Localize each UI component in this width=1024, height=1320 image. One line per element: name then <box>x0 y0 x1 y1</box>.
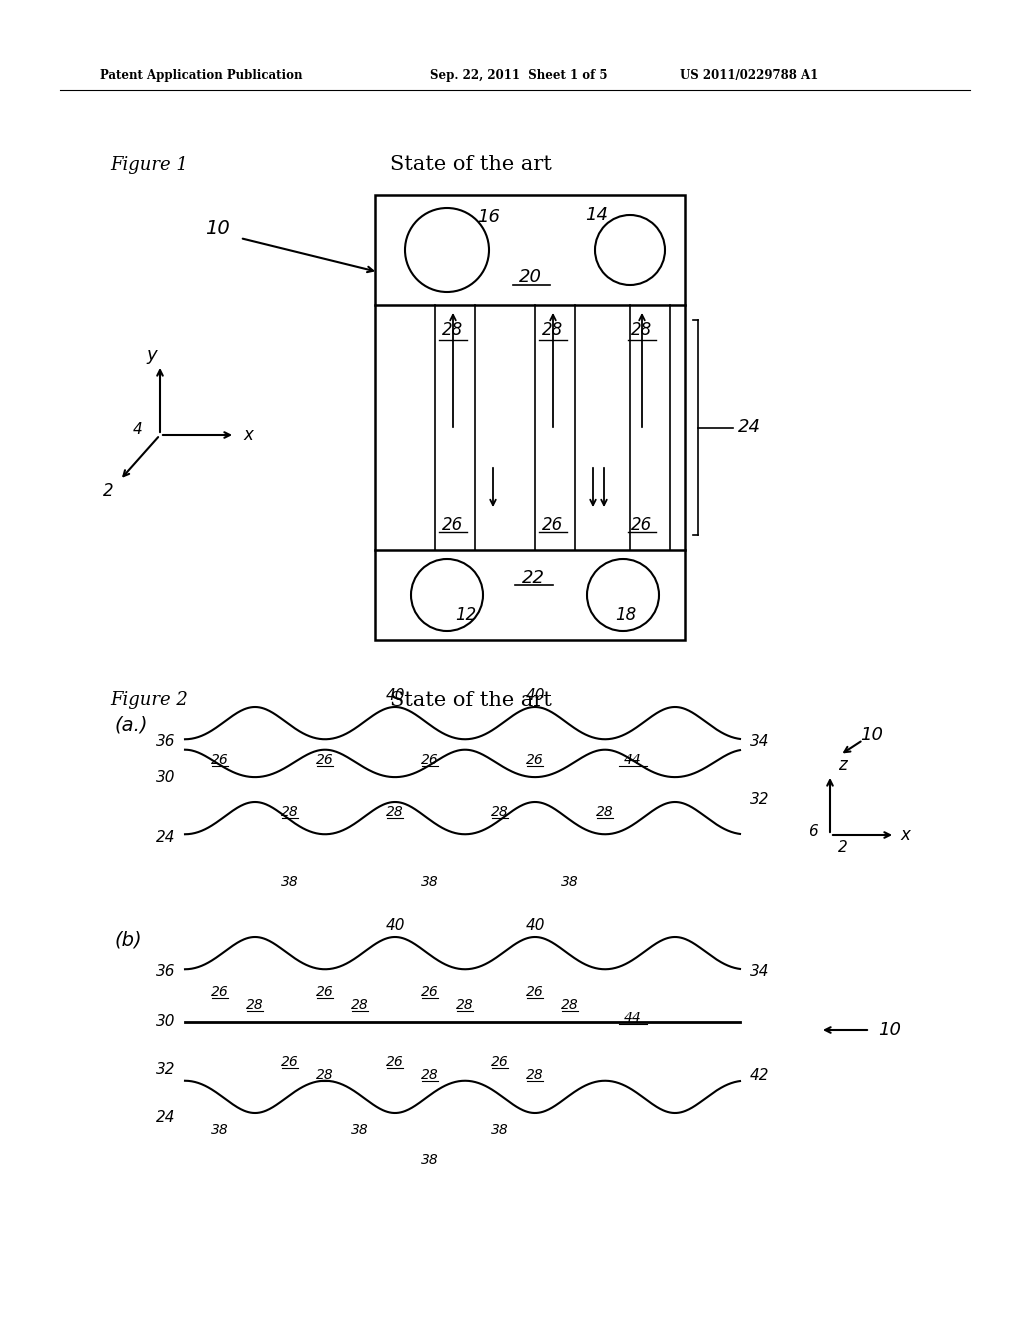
Text: 26: 26 <box>492 1055 509 1069</box>
Text: 28: 28 <box>632 321 652 339</box>
Text: 28: 28 <box>246 998 264 1012</box>
Text: 26: 26 <box>211 985 229 999</box>
Text: 28: 28 <box>492 805 509 818</box>
Text: 20: 20 <box>518 268 542 286</box>
Text: 38: 38 <box>282 875 299 888</box>
Text: 2: 2 <box>838 841 848 855</box>
Text: 38: 38 <box>351 1123 369 1137</box>
Text: 40: 40 <box>525 688 545 702</box>
Text: US 2011/0229788 A1: US 2011/0229788 A1 <box>680 69 818 82</box>
Text: 26: 26 <box>211 752 229 767</box>
Text: 32: 32 <box>750 792 769 808</box>
Text: 26: 26 <box>386 1055 403 1069</box>
Text: 28: 28 <box>543 321 563 339</box>
Text: 26: 26 <box>526 752 544 767</box>
Text: 30: 30 <box>156 1015 175 1030</box>
Text: 28: 28 <box>442 321 464 339</box>
Text: 44: 44 <box>624 752 642 767</box>
Text: 26: 26 <box>421 752 439 767</box>
Text: 24: 24 <box>156 1110 175 1126</box>
Text: 10: 10 <box>878 1020 901 1039</box>
Text: 28: 28 <box>596 805 613 818</box>
Text: 26: 26 <box>316 752 334 767</box>
Text: (b): (b) <box>115 931 142 949</box>
Text: 16: 16 <box>477 209 500 226</box>
Text: Figure 2: Figure 2 <box>110 690 187 709</box>
Text: 42: 42 <box>750 1068 769 1082</box>
Text: 28: 28 <box>561 998 579 1012</box>
Text: 44: 44 <box>624 1011 642 1026</box>
Text: 10: 10 <box>860 726 883 744</box>
Text: 38: 38 <box>211 1123 229 1137</box>
Bar <box>375 195 685 640</box>
Text: 28: 28 <box>351 998 369 1012</box>
Text: 32: 32 <box>156 1063 175 1077</box>
Text: 4: 4 <box>132 422 142 437</box>
Text: State of the art: State of the art <box>390 156 552 174</box>
Text: 40: 40 <box>385 917 404 932</box>
Text: 38: 38 <box>561 875 579 888</box>
Text: 34: 34 <box>750 734 769 750</box>
Text: y: y <box>146 346 158 364</box>
Text: 24: 24 <box>156 830 175 846</box>
Text: 40: 40 <box>525 917 545 932</box>
Text: 28: 28 <box>316 1068 334 1082</box>
Text: z: z <box>838 756 847 774</box>
Text: 18: 18 <box>615 606 636 624</box>
Text: State of the art: State of the art <box>390 690 552 710</box>
Text: (a.): (a.) <box>115 715 148 734</box>
Text: 6: 6 <box>808 825 818 840</box>
Text: Figure 1: Figure 1 <box>110 156 187 174</box>
Text: Patent Application Publication: Patent Application Publication <box>100 69 302 82</box>
Text: x: x <box>243 426 253 444</box>
Text: 28: 28 <box>386 805 403 818</box>
Text: 28: 28 <box>282 805 299 818</box>
Text: 38: 38 <box>421 1152 439 1167</box>
Text: 26: 26 <box>316 985 334 999</box>
Text: 34: 34 <box>750 965 769 979</box>
Text: 26: 26 <box>543 516 563 535</box>
Text: 24: 24 <box>738 418 761 437</box>
Text: 28: 28 <box>526 1068 544 1082</box>
Text: 22: 22 <box>521 569 545 587</box>
Text: 30: 30 <box>156 771 175 785</box>
Text: 26: 26 <box>632 516 652 535</box>
Text: 38: 38 <box>492 1123 509 1137</box>
Text: x: x <box>900 826 910 843</box>
Text: 38: 38 <box>421 875 439 888</box>
Text: 26: 26 <box>526 985 544 999</box>
Text: 40: 40 <box>385 688 404 702</box>
Text: 36: 36 <box>156 965 175 979</box>
Text: 28: 28 <box>456 998 474 1012</box>
Text: 28: 28 <box>421 1068 439 1082</box>
Text: 14: 14 <box>585 206 608 224</box>
Text: 10: 10 <box>205 219 229 238</box>
Text: Sep. 22, 2011  Sheet 1 of 5: Sep. 22, 2011 Sheet 1 of 5 <box>430 69 607 82</box>
Text: 12: 12 <box>455 606 476 624</box>
Text: 36: 36 <box>156 734 175 750</box>
Text: 26: 26 <box>421 985 439 999</box>
Text: 26: 26 <box>442 516 464 535</box>
Text: 26: 26 <box>282 1055 299 1069</box>
Text: 2: 2 <box>102 482 114 500</box>
